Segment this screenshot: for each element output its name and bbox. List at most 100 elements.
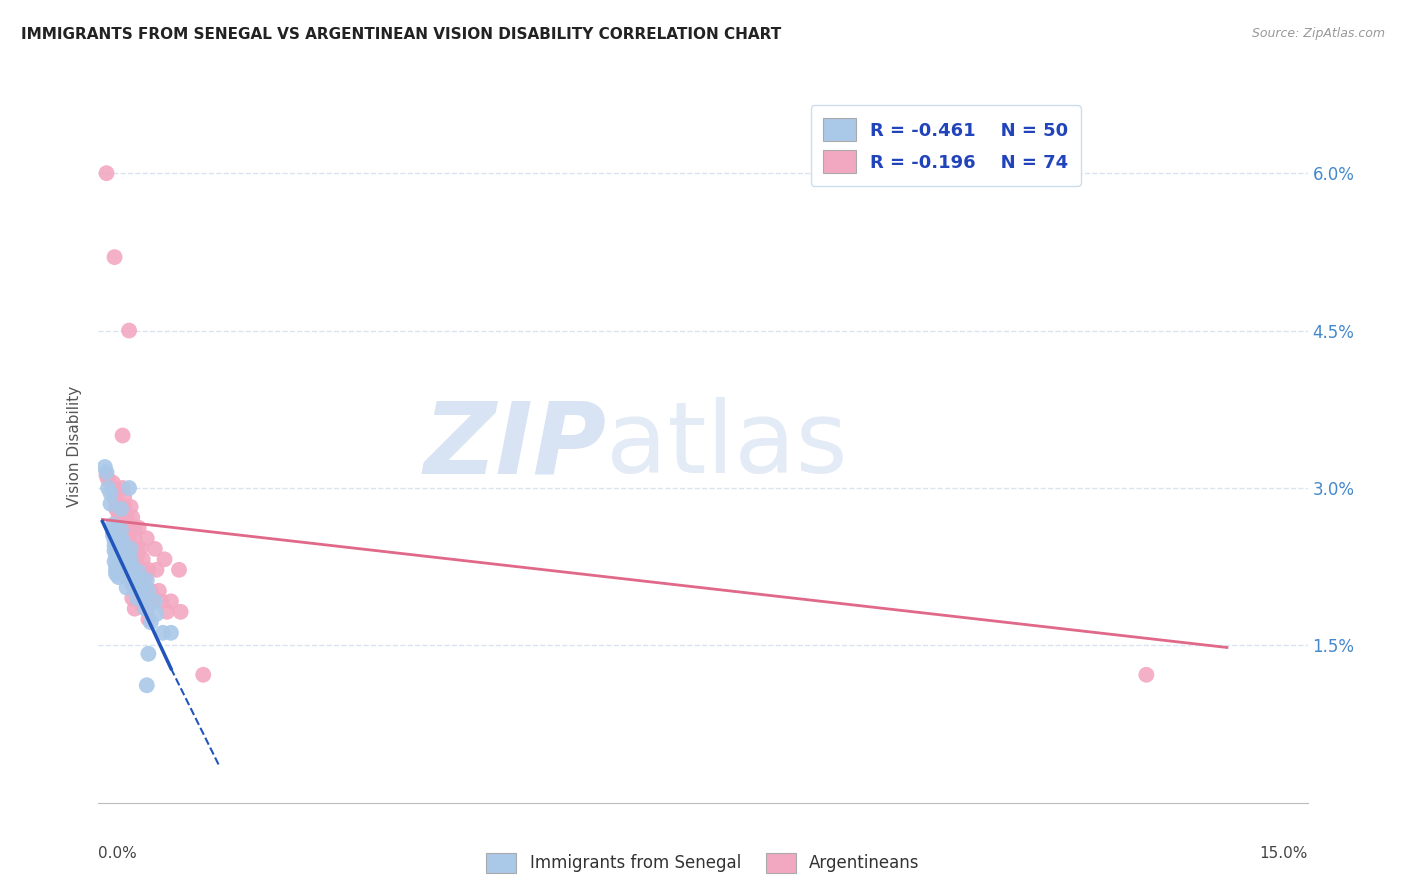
Point: [121, 510, 143, 524]
Point: [111, 533, 134, 548]
Point: [135, 591, 157, 606]
Point: [124, 532, 146, 546]
Text: 0.0%: 0.0%: [98, 846, 138, 861]
Point: [110, 523, 132, 537]
Point: [124, 581, 146, 595]
Point: [138, 612, 160, 626]
Point: [150, 594, 173, 608]
Point: [118, 541, 141, 556]
Point: [132, 563, 155, 577]
Point: [103, 486, 125, 500]
Point: [103, 533, 125, 548]
Point: [167, 563, 190, 577]
Point: [152, 625, 174, 640]
Point: [111, 481, 134, 495]
Point: [134, 581, 156, 595]
Point: [138, 647, 160, 661]
Point: [143, 541, 166, 556]
Point: [128, 559, 150, 574]
Point: [112, 489, 135, 503]
Point: [111, 428, 134, 442]
Point: [105, 565, 128, 579]
Point: [107, 504, 129, 518]
Point: [145, 607, 167, 621]
Point: [96, 465, 118, 479]
Point: [121, 577, 143, 591]
Point: [105, 559, 128, 574]
Point: [105, 493, 128, 508]
Point: [97, 473, 120, 487]
Point: [121, 559, 143, 574]
Point: [129, 541, 152, 556]
Point: [105, 502, 128, 516]
Point: [115, 510, 138, 524]
Point: [156, 605, 179, 619]
Point: [110, 523, 132, 537]
Point: [124, 601, 146, 615]
Point: [1135, 667, 1157, 681]
Point: [129, 591, 152, 606]
Point: [121, 565, 143, 579]
Point: [139, 615, 162, 630]
Point: [105, 500, 128, 514]
Point: [103, 483, 125, 497]
Point: [111, 535, 134, 549]
Point: [124, 570, 146, 584]
Point: [129, 581, 152, 595]
Point: [107, 570, 129, 584]
Point: [115, 570, 138, 584]
Point: [134, 601, 156, 615]
Point: [135, 601, 157, 615]
Point: [121, 591, 143, 606]
Point: [105, 567, 128, 582]
Point: [128, 570, 150, 584]
Legend: R = -0.461    N = 50, R = -0.196    N = 74: R = -0.461 N = 50, R = -0.196 N = 74: [810, 105, 1081, 186]
Point: [101, 481, 124, 495]
Point: [138, 563, 160, 577]
Point: [107, 510, 129, 524]
Point: [127, 549, 149, 564]
Point: [118, 532, 141, 546]
Point: [103, 539, 125, 553]
Point: [115, 581, 138, 595]
Point: [120, 570, 142, 584]
Point: [112, 544, 135, 558]
Point: [115, 528, 138, 542]
Point: [148, 583, 170, 598]
Point: [100, 486, 122, 500]
Point: [110, 502, 132, 516]
Point: [128, 521, 150, 535]
Point: [115, 521, 138, 535]
Point: [101, 517, 124, 532]
Point: [134, 570, 156, 584]
Point: [120, 500, 142, 514]
Point: [135, 532, 157, 546]
Point: [105, 549, 128, 564]
Point: [120, 549, 142, 564]
Point: [101, 523, 124, 537]
Text: Source: ZipAtlas.com: Source: ZipAtlas.com: [1251, 27, 1385, 40]
Point: [129, 574, 152, 588]
Point: [145, 563, 167, 577]
Point: [118, 481, 141, 495]
Point: [103, 554, 125, 568]
Point: [118, 535, 141, 549]
Point: [124, 521, 146, 535]
Point: [101, 475, 124, 490]
Point: [153, 552, 176, 566]
Point: [96, 166, 118, 180]
Point: [115, 515, 138, 529]
Legend: Immigrants from Senegal, Argentineans: Immigrants from Senegal, Argentineans: [479, 847, 927, 880]
Point: [135, 678, 157, 692]
Point: [132, 552, 155, 566]
Point: [110, 517, 132, 532]
Point: [112, 559, 135, 574]
Text: IMMIGRANTS FROM SENEGAL VS ARGENTINEAN VISION DISABILITY CORRELATION CHART: IMMIGRANTS FROM SENEGAL VS ARGENTINEAN V…: [21, 27, 782, 42]
Point: [103, 544, 125, 558]
Point: [111, 535, 134, 549]
Point: [128, 565, 150, 579]
Point: [143, 594, 166, 608]
Point: [107, 515, 129, 529]
Point: [103, 491, 125, 506]
Text: ZIP: ZIP: [423, 398, 606, 494]
